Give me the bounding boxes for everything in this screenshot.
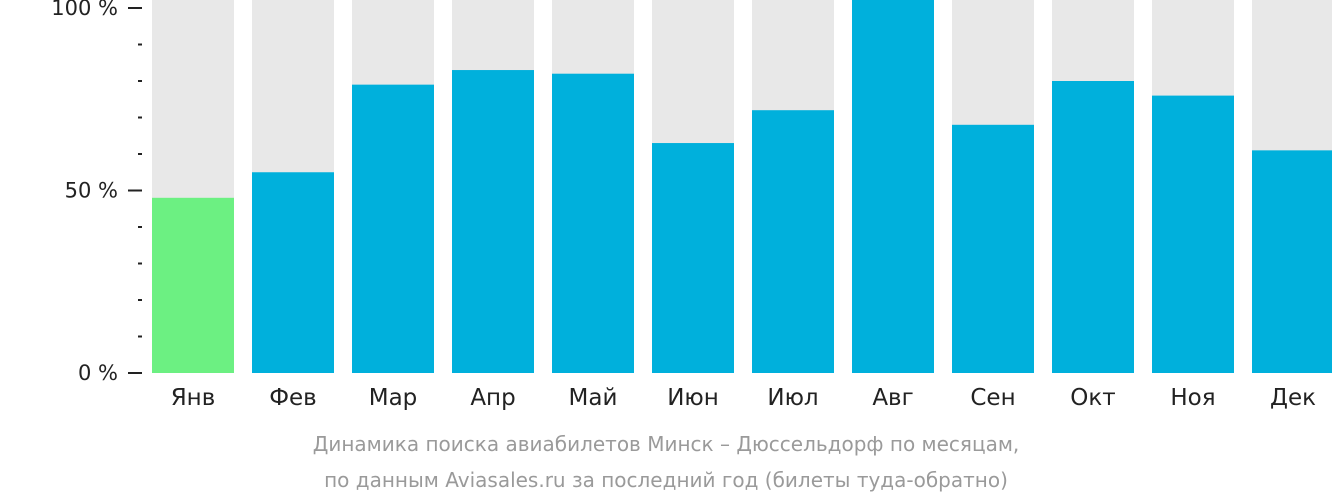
y-tick-label: 100 % (51, 0, 118, 20)
y-tick-label: 50 % (65, 179, 118, 203)
x-tick-label: Мар (369, 385, 418, 411)
x-tick-label: Апр (470, 385, 515, 411)
bar-8 (852, 0, 934, 373)
x-tick-label: Окт (1070, 385, 1115, 411)
bar-1 (152, 197, 234, 373)
x-tick-label: Июл (767, 385, 818, 411)
x-axis-labels: Янв Фев Мар Апр Май Июн Июл Авг Сен Окт Ноя Дек (171, 385, 1316, 411)
bar-7 (752, 110, 834, 373)
data-bars (152, 0, 1332, 374)
chart-caption-line-2: по данным Aviasales.ru за последний год … (324, 468, 1008, 492)
x-tick-label: Ноя (1170, 385, 1215, 411)
x-tick-label: Фев (269, 385, 317, 411)
bar-6 (652, 143, 734, 373)
x-tick-label: Май (569, 385, 618, 411)
bar-2 (252, 172, 334, 373)
y-axis: 100 % 50 % 0 % (51, 0, 142, 385)
x-tick-label: Авг (872, 385, 913, 411)
x-tick-label: Дек (1270, 385, 1316, 411)
bar-9 (952, 124, 1034, 373)
chart-caption-line-1: Динамика поиска авиабилетов Минск – Дюсс… (312, 432, 1020, 456)
bar-10 (1052, 81, 1134, 373)
bar-5 (552, 73, 634, 373)
bar-11 (1152, 95, 1234, 373)
x-tick-label: Сен (970, 385, 1015, 411)
bar-4 (452, 70, 534, 374)
y-tick-label: 0 % (78, 361, 118, 385)
bar-3 (352, 84, 434, 374)
bar-12 (1252, 150, 1332, 373)
x-tick-label: Янв (171, 385, 216, 411)
x-tick-label: Июн (667, 385, 719, 411)
